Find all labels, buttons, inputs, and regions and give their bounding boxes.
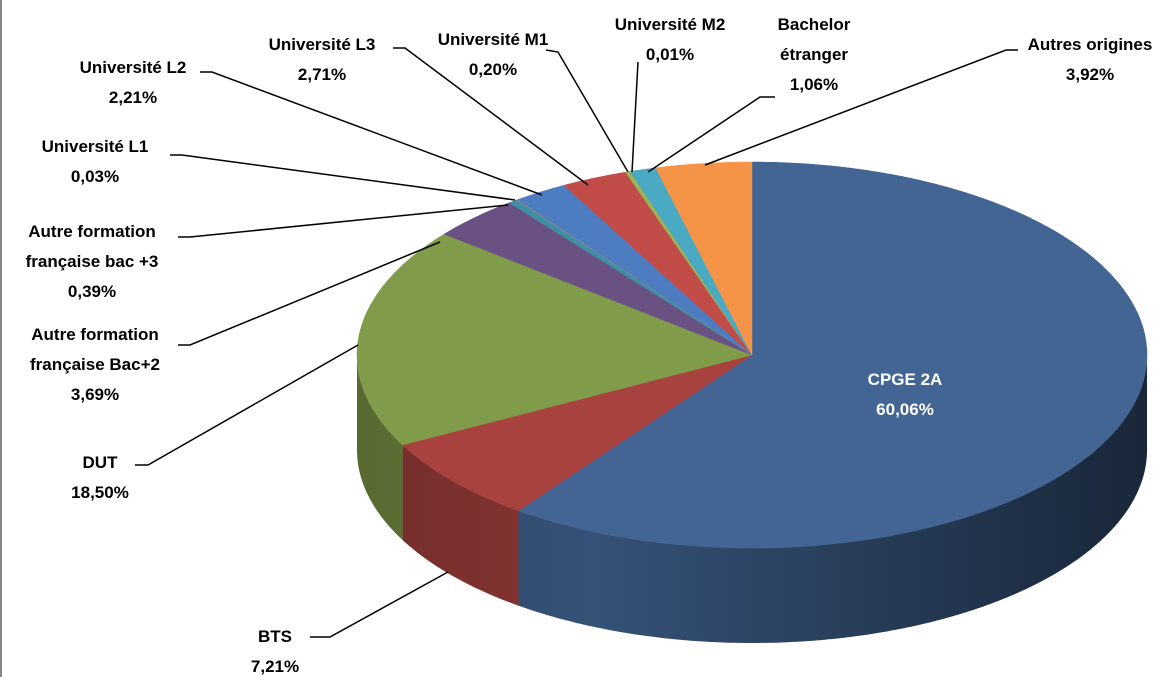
- data-label: Bachelor étranger 1,06%: [767, 10, 862, 100]
- value-label: 3,92%: [1065, 65, 1115, 84]
- category-label: Université L2: [79, 58, 187, 77]
- category-label: BTS: [257, 627, 292, 646]
- slice: [356, 233, 753, 446]
- data-label: CPGE 2A 60,06%: [868, 365, 943, 425]
- data-label: Autres origines 3,92%: [1028, 30, 1153, 90]
- slice: [655, 161, 753, 356]
- leader-line: [631, 61, 639, 173]
- leader-line: [178, 204, 509, 238]
- data-label: Université L1 0,03%: [42, 132, 149, 192]
- slice: [563, 171, 753, 356]
- category-label: Autre formation française Bac+2: [30, 325, 160, 374]
- value-label: 0,20%: [468, 60, 518, 79]
- value-label: 60,06%: [876, 400, 934, 419]
- leader-line: [135, 344, 359, 466]
- value-label: 1,06%: [789, 75, 839, 94]
- value-label: 0,39%: [67, 282, 117, 301]
- leader-line: [647, 96, 775, 173]
- value-label: 0,03%: [70, 167, 120, 186]
- data-label: Université L3 2,71%: [269, 30, 376, 90]
- leader-line: [310, 571, 449, 638]
- category-label: Université M2: [614, 15, 726, 34]
- data-label: Autre formation française Bac+2 3,69%: [3, 320, 188, 410]
- slice: [402, 354, 753, 511]
- leader-line: [704, 49, 1018, 166]
- leader-line: [170, 154, 516, 201]
- category-label: Autres origines: [1027, 35, 1153, 54]
- data-label: DUT 18,50%: [71, 448, 129, 508]
- slice: [517, 185, 753, 356]
- value-label: 3,69%: [70, 385, 120, 404]
- value-label: 0,01%: [645, 45, 695, 64]
- data-label: Université L2 2,21%: [80, 53, 187, 113]
- category-label: Université M1: [437, 30, 549, 49]
- value-label: 7,21%: [250, 657, 300, 676]
- value-label: 2,71%: [297, 65, 347, 84]
- category-label: Bachelor étranger: [777, 15, 851, 64]
- category-label: DUT: [82, 453, 118, 472]
- leader-line: [545, 49, 629, 173]
- category-label: CPGE 2A: [867, 370, 943, 389]
- leader-line: [393, 47, 589, 186]
- data-label: Université M2 0,01%: [615, 10, 726, 70]
- category-label: Université L1: [41, 137, 149, 156]
- value-label: 18,50%: [71, 483, 129, 502]
- leader-line: [178, 241, 441, 346]
- category-label: Université L3: [268, 35, 376, 54]
- data-label: Université M1 0,20%: [438, 25, 549, 85]
- leader-line: [200, 71, 543, 196]
- data-label: Autre formation française bac +3 0,39%: [0, 217, 185, 307]
- slice: [517, 161, 1148, 549]
- data-label: BTS 7,21%: [251, 622, 299, 677]
- value-label: 2,21%: [108, 88, 158, 107]
- category-label: Autre formation française bac +3: [25, 222, 159, 271]
